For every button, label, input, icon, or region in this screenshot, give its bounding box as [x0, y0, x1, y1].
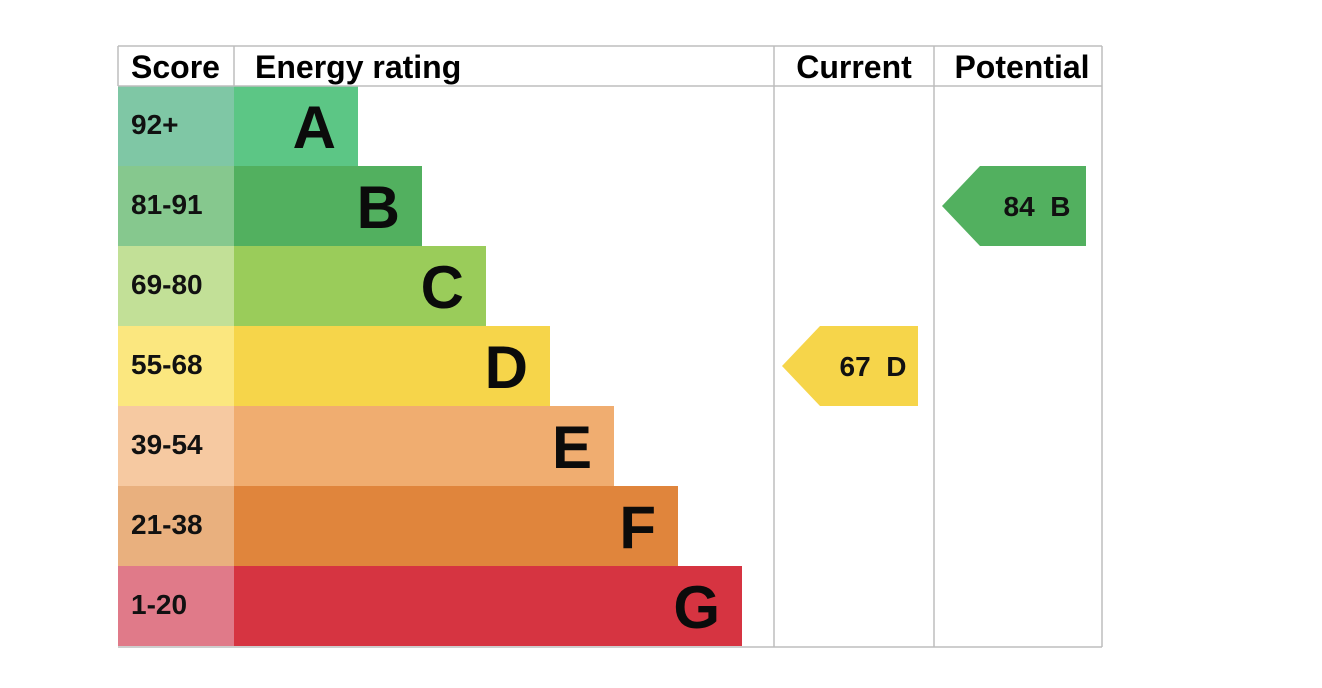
score-range-label-c: 69-80	[131, 269, 203, 300]
score-header: Score	[131, 49, 220, 85]
rating-arrows: 67 D 84 B	[782, 166, 1086, 406]
score-range-label-e: 39-54	[131, 429, 203, 460]
score-range-label-d: 55-68	[131, 349, 203, 380]
table-grid	[117, 45, 1103, 648]
rating-bands: 92+ A 81-91 B 69-80 C 55-68 D 39-54 E 21-38 F 1-20 G	[118, 86, 742, 646]
band-letter-f: F	[619, 494, 656, 561]
band-letter-a: A	[293, 94, 336, 161]
score-range-label-b: 81-91	[131, 189, 203, 220]
score-cell-c	[118, 246, 234, 326]
band-bar-f	[234, 486, 678, 566]
score-range-label-f: 21-38	[131, 509, 203, 540]
score-range-label-a: 92+	[131, 109, 179, 140]
band-bar-e	[234, 406, 614, 486]
current-rating-arrow-label: 67 D	[840, 351, 907, 382]
potential-rating-arrow	[942, 166, 1086, 246]
energy-rating-header: Energy rating	[255, 49, 461, 85]
current-header: Current	[796, 49, 912, 85]
band-letter-g: G	[673, 574, 720, 641]
score-cell-e	[118, 406, 234, 486]
score-range-label-g: 1-20	[131, 589, 187, 620]
score-cell-a	[118, 86, 234, 166]
potential-header: Potential	[954, 49, 1089, 85]
current-rating-arrow	[782, 326, 918, 406]
score-cell-g	[118, 566, 234, 646]
band-bar-d	[234, 326, 550, 406]
band-letter-c: C	[421, 254, 464, 321]
band-bar-c	[234, 246, 486, 326]
band-bar-g	[234, 566, 742, 646]
score-cell-d	[118, 326, 234, 406]
band-letter-b: B	[357, 174, 400, 241]
band-bar-a	[234, 86, 358, 166]
score-cell-b	[118, 166, 234, 246]
band-letter-e: E	[552, 414, 592, 481]
potential-rating-arrow-label: 84 B	[1004, 191, 1071, 222]
band-bar-b	[234, 166, 422, 246]
score-cell-f	[118, 486, 234, 566]
band-letter-d: D	[485, 334, 528, 401]
